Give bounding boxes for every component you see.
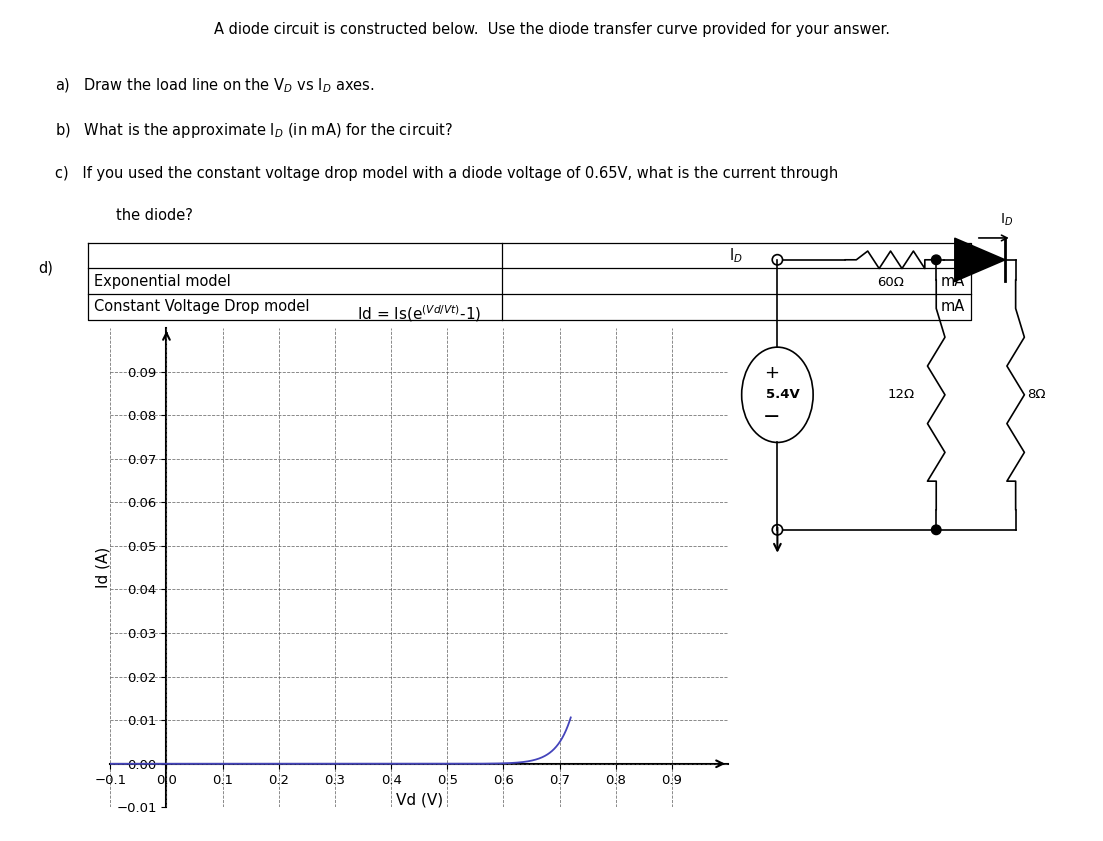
Title: Id = Is(e$^{(Vd/Vt)}$-1): Id = Is(e$^{(Vd/Vt)}$-1)	[357, 304, 481, 324]
Text: A diode circuit is constructed below.  Use the diode transfer curve provided for: A diode circuit is constructed below. Us…	[214, 23, 889, 37]
Text: Exponential model: Exponential model	[94, 273, 231, 288]
Circle shape	[931, 255, 941, 265]
Text: I$_D$: I$_D$	[1000, 212, 1014, 228]
Y-axis label: Id (A): Id (A)	[96, 547, 110, 589]
Polygon shape	[955, 238, 1005, 281]
X-axis label: Vd (V): Vd (V)	[396, 792, 442, 807]
Text: 12Ω: 12Ω	[887, 389, 914, 401]
Text: I$_D$: I$_D$	[729, 246, 743, 265]
Text: a)   Draw the load line on the V$_D$ vs I$_D$ axes.: a) Draw the load line on the V$_D$ vs I$…	[55, 77, 375, 95]
Circle shape	[931, 525, 941, 535]
Text: −: −	[762, 407, 780, 426]
Text: c)   If you used the constant voltage drop model with a diode voltage of 0.65V, : c) If you used the constant voltage drop…	[55, 167, 838, 181]
Text: 5.4V: 5.4V	[767, 389, 800, 401]
Text: Constant Voltage Drop model: Constant Voltage Drop model	[94, 299, 309, 315]
Text: 8Ω: 8Ω	[1028, 389, 1046, 401]
Text: +: +	[764, 364, 779, 382]
Text: 60Ω: 60Ω	[877, 277, 904, 289]
Text: b)   What is the approximate I$_D$ (in mA) for the circuit?: b) What is the approximate I$_D$ (in mA)…	[55, 121, 453, 140]
Text: d): d)	[39, 261, 53, 276]
Text: the diode?: the diode?	[116, 208, 193, 223]
Text: mA: mA	[941, 299, 965, 315]
Text: mA: mA	[941, 273, 965, 288]
